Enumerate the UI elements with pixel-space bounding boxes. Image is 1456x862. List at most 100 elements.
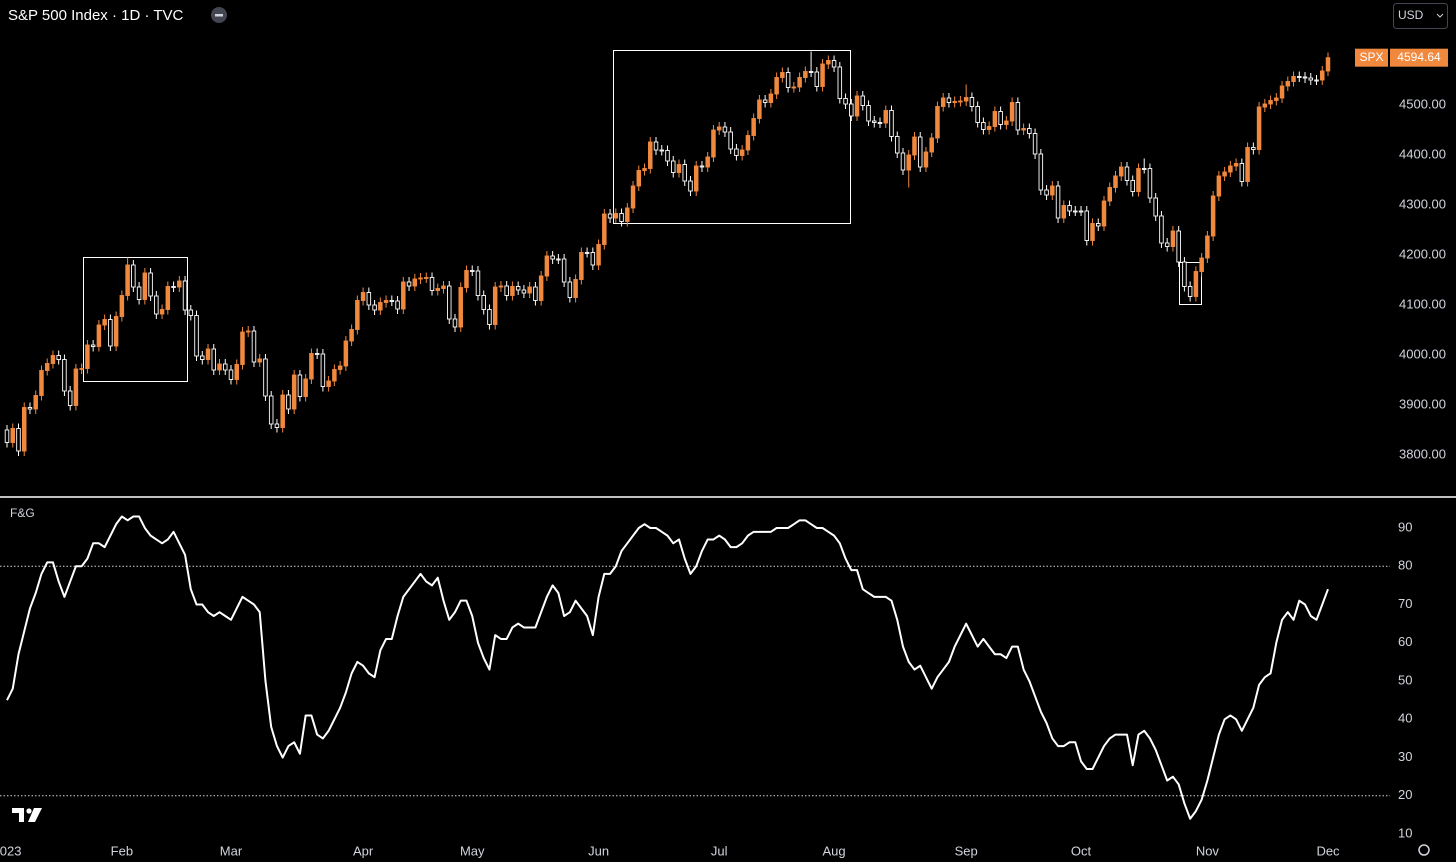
candle-body	[780, 72, 785, 78]
candle-body	[728, 131, 733, 150]
candle-body	[607, 213, 613, 219]
candle-body	[452, 318, 458, 328]
candle-body	[877, 122, 883, 124]
currency-button[interactable]	[1393, 3, 1448, 29]
candle-body	[159, 309, 165, 315]
pane-title: F&G	[10, 506, 35, 520]
candle-body	[613, 213, 619, 219]
settings-icon[interactable]	[1418, 844, 1430, 856]
candle-body	[1216, 175, 1222, 197]
candle-body	[820, 63, 825, 87]
candle-body	[1021, 128, 1026, 131]
candle-body	[808, 71, 814, 73]
candle-body	[1136, 168, 1141, 192]
candle-body	[527, 286, 532, 294]
candle-body	[378, 302, 383, 311]
candle-body	[768, 93, 774, 103]
currency-caret	[1436, 13, 1444, 18]
candle-body	[154, 295, 159, 315]
candle-body	[653, 141, 659, 151]
currency-label[interactable]: USD	[1398, 8, 1424, 22]
candle-body	[406, 281, 412, 287]
candle-body	[860, 95, 866, 106]
candle-body	[108, 319, 113, 347]
candle-body	[699, 165, 705, 168]
candle-body	[263, 358, 268, 397]
candle-body	[21, 407, 27, 452]
candle-body	[1262, 103, 1268, 108]
candle-body	[291, 374, 297, 410]
candle-body	[912, 136, 917, 156]
candle-body	[234, 364, 239, 380]
candle-body	[1256, 106, 1262, 150]
candle-body	[751, 118, 756, 136]
candle-body	[1096, 223, 1101, 227]
candle-body	[1297, 76, 1302, 78]
candle-body	[986, 126, 992, 130]
candle-body	[1153, 197, 1158, 217]
candle-body	[56, 355, 61, 360]
candle-body	[1027, 128, 1032, 134]
candle-body	[67, 390, 73, 406]
candle-body	[492, 286, 498, 325]
candle-body	[228, 369, 234, 380]
candle-body	[205, 348, 211, 360]
candle-body	[665, 150, 670, 162]
candle-body	[1182, 261, 1187, 287]
symbol-tag	[1355, 48, 1388, 67]
y-tick-label: 50	[1398, 672, 1412, 687]
candle-body	[50, 355, 56, 364]
candle-body	[538, 275, 544, 301]
candle-body	[372, 304, 377, 311]
x-tick-label: Nov	[1196, 843, 1220, 858]
candle-body	[567, 281, 573, 298]
candle-body	[504, 285, 509, 296]
candle-body	[958, 100, 963, 103]
candle-body	[211, 348, 217, 371]
candle-body	[286, 394, 291, 410]
symbol-tag-label: SPX	[1359, 50, 1383, 64]
candle-body	[1164, 242, 1170, 247]
candle-body	[716, 126, 722, 131]
candle-body	[280, 394, 285, 428]
candle-body	[791, 86, 797, 89]
candle-body	[556, 258, 561, 261]
candle-body	[366, 292, 372, 306]
candle-body	[113, 316, 119, 347]
candle-body	[1279, 85, 1285, 99]
candle-body	[1147, 168, 1153, 199]
candle-body	[573, 279, 578, 298]
candles	[4, 51, 1331, 456]
candle-body	[872, 120, 877, 123]
candle-body	[1067, 205, 1072, 212]
candle-body	[245, 330, 251, 333]
candle-body	[636, 170, 642, 187]
candle-body	[73, 368, 79, 406]
candle-body	[475, 270, 481, 296]
candle-body	[96, 324, 102, 347]
candle-body	[119, 295, 125, 317]
candle-body	[446, 285, 452, 320]
candle-body	[1314, 79, 1319, 82]
candle-body	[739, 149, 745, 156]
candle-body	[177, 280, 182, 288]
candle-body	[688, 180, 693, 192]
candle-body	[395, 300, 400, 310]
candle-body	[1015, 102, 1021, 131]
candle-body	[619, 213, 624, 222]
candle-body	[544, 255, 550, 277]
x-tick-label: Oct	[1071, 843, 1092, 858]
candle-body	[975, 106, 980, 123]
candle-body	[1302, 76, 1308, 79]
candle-body	[515, 286, 521, 291]
candle-body	[579, 252, 584, 280]
candle-body	[670, 160, 676, 173]
candle-body	[1130, 180, 1135, 192]
candle-body	[165, 286, 171, 310]
x-tick-label: Feb	[111, 843, 133, 858]
candle-body	[148, 272, 153, 297]
y-tick-label: 10	[1398, 826, 1412, 841]
candle-body	[774, 77, 779, 95]
candle-body	[682, 164, 687, 182]
